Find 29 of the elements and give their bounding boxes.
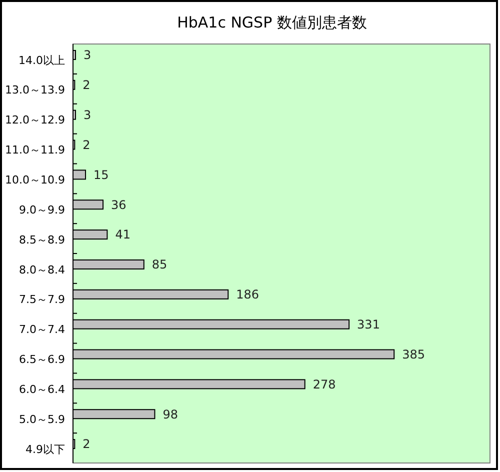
y-tick-label: 10.0～10.9 bbox=[5, 174, 65, 187]
data-label: 15 bbox=[94, 168, 109, 182]
y-tick-label: 14.0以上 bbox=[18, 54, 65, 67]
data-label: 278 bbox=[312, 377, 336, 392]
data-label: 85 bbox=[152, 258, 168, 272]
data-label: 2 bbox=[82, 437, 90, 452]
data-label: 41 bbox=[115, 228, 130, 242]
data-label: 36 bbox=[111, 198, 126, 212]
data-label: 2 bbox=[82, 78, 90, 92]
data-label: 3 bbox=[84, 108, 92, 122]
data-label: 2 bbox=[82, 138, 90, 152]
y-tick-label: 7.5～7.9 bbox=[19, 293, 65, 306]
y-tick-label: 4.9以下 bbox=[26, 442, 65, 456]
chart-title: HbA1c NGSP 数値別患者数 bbox=[177, 13, 367, 32]
y-tick-label: 13.0～13.9 bbox=[5, 84, 65, 97]
y-tick-label: 7.0～7.4 bbox=[19, 323, 65, 336]
y-tick-label: 8.5～8.9 bbox=[19, 233, 65, 246]
data-label: 331 bbox=[357, 318, 380, 332]
y-tick-label: 8.0～8.4 bbox=[19, 263, 65, 276]
y-tick-label: 9.0～9.9 bbox=[19, 203, 65, 216]
data-label: 186 bbox=[236, 288, 260, 302]
y-tick-label: 6.5～6.9 bbox=[19, 353, 65, 366]
y-tick-label: 12.0～12.9 bbox=[5, 114, 65, 127]
data-label: 3 bbox=[84, 48, 92, 62]
data-label: 98 bbox=[162, 407, 178, 422]
y-tick-label: 5.0～5.9 bbox=[19, 412, 65, 426]
y-tick-label: 6.0～6.4 bbox=[19, 383, 65, 396]
y-tick-label: 11.0～11.9 bbox=[5, 144, 65, 157]
data-label: 385 bbox=[402, 347, 425, 362]
